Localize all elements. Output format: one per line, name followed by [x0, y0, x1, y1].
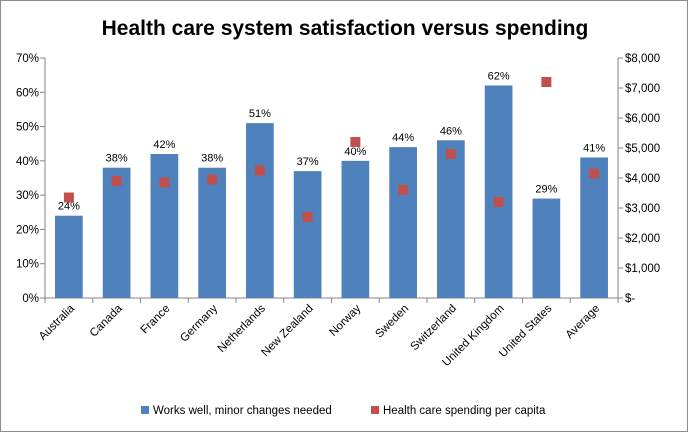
right-axis-tick-label: $3,000	[625, 203, 660, 215]
bar-data-label: 42%	[153, 139, 175, 151]
bar	[150, 154, 179, 298]
right-axis-tick-label: $-	[625, 293, 635, 305]
right-axis-tick-label: $2,000	[625, 233, 660, 245]
left-axis-tick-label: 20%	[16, 224, 39, 236]
spending-marker	[350, 137, 361, 147]
legend-label-markers: Health care spending per capita	[383, 405, 546, 417]
bar	[580, 157, 608, 298]
spending-marker	[207, 174, 218, 185]
left-axis-tick-label: 50%	[16, 122, 39, 134]
bar-data-label: 51%	[249, 108, 271, 120]
bar	[293, 171, 322, 298]
spending-marker	[445, 149, 456, 159]
spending-marker	[398, 185, 409, 195]
bar-series	[55, 85, 608, 299]
spending-marker	[63, 192, 74, 203]
bar	[341, 160, 370, 298]
legend-label-bars: Works well, minor changes needed	[153, 405, 332, 417]
right-axis-tick-label: $5,000	[625, 143, 660, 155]
left-axis-tick-label: 30%	[16, 190, 39, 202]
spending-marker	[302, 212, 313, 222]
category-label: Australia	[37, 302, 78, 343]
left-axis-tick-label: 60%	[16, 87, 39, 99]
bar	[389, 147, 417, 298]
category-label: Germany	[178, 302, 220, 344]
right-axis-tick-label: $1,000	[625, 263, 660, 275]
bar	[102, 167, 131, 298]
marker-series	[63, 77, 600, 222]
bar-data-label: 38%	[201, 153, 223, 165]
left-axis-tick-label: 70%	[16, 53, 39, 65]
bar	[484, 85, 513, 298]
bar-data-label: 44%	[392, 132, 414, 144]
legend-swatch-bars	[141, 406, 149, 414]
bar-data-label: 62%	[488, 70, 510, 82]
category-label: France	[139, 303, 173, 337]
category-label: Norway	[327, 302, 363, 338]
bar-data-label: 38%	[106, 153, 128, 165]
category-label: Canada	[88, 302, 125, 339]
bar	[55, 215, 83, 298]
bar-data-label: 40%	[344, 146, 366, 158]
bar-data-label: 29%	[535, 184, 557, 196]
right-axis-tick-label: $4,000	[625, 173, 660, 185]
category-label: Switzerland	[408, 303, 459, 354]
left-axis-tick-label: 0%	[22, 293, 39, 305]
chart-title: Health care system satisfaction versus s…	[102, 17, 589, 40]
left-axis-tick-label: 10%	[16, 259, 39, 271]
spending-marker	[254, 165, 265, 176]
data-labels: 24% 38% 42% 38% 51% 37% 40% 44% 46% 62% 29% 41%	[58, 70, 605, 212]
bar	[532, 198, 561, 298]
bar-data-label: 41%	[583, 142, 605, 154]
spending-marker	[493, 197, 504, 207]
left-axis-tick-label: 40%	[16, 156, 39, 168]
bar-data-label: 37%	[297, 156, 319, 168]
bar	[198, 167, 226, 298]
right-axis-tick-label: $6,000	[625, 113, 660, 125]
spending-marker	[111, 176, 122, 186]
bar-data-label: 24%	[58, 201, 80, 213]
bar	[437, 140, 465, 298]
spending-marker	[159, 177, 170, 188]
category-label: Average	[564, 303, 603, 342]
right-axis-tick-label: $8,000	[625, 53, 660, 65]
category-label: Sweden	[373, 303, 411, 341]
right-axis-tick-label: $7,000	[625, 83, 660, 95]
category-label: Netherlands	[216, 302, 269, 355]
legend-swatch-markers	[371, 406, 379, 414]
spending-marker	[541, 77, 552, 87]
bar	[246, 123, 274, 299]
spending-marker	[589, 168, 600, 179]
bar-data-label: 46%	[440, 125, 462, 137]
legend: Works well, minor changes needed Health c…	[141, 405, 546, 417]
